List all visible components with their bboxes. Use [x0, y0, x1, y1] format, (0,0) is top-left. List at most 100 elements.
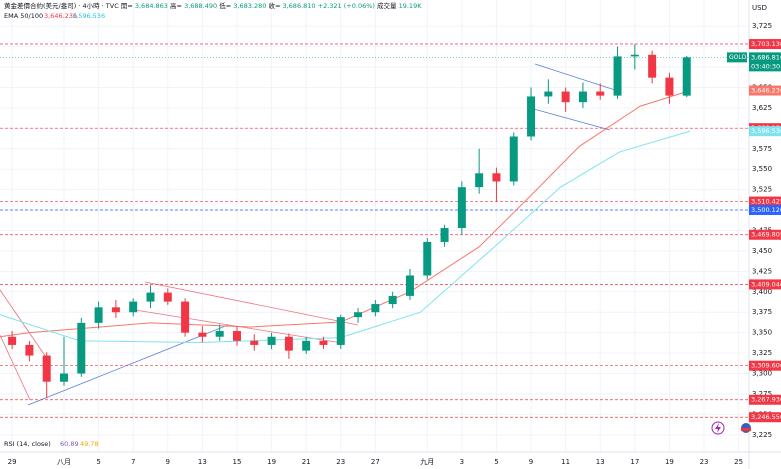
x-tick-label: 九月 [420, 457, 434, 466]
countdown: 03:40:30 [751, 62, 780, 70]
candle-body [284, 336, 293, 351]
x-tick-label: 29 [8, 458, 17, 466]
candle-body [613, 56, 622, 96]
x-tick-label: 八月 [57, 458, 71, 466]
last-price-tag [749, 52, 781, 72]
y-tick-label: 3,625 [752, 104, 772, 112]
price-tag [749, 279, 781, 290]
price-tag [749, 412, 781, 423]
header-part: 黄金差價合約(美元/盎司) · 4小時 · TVC [4, 1, 119, 10]
x-tick-label: 27 [371, 458, 380, 466]
candle-body [8, 336, 17, 345]
trend-line [0, 334, 31, 401]
candle-body [319, 340, 328, 345]
candle-body [354, 312, 363, 318]
candle-body [77, 322, 86, 374]
candle-body [665, 77, 674, 96]
x-tick-label: 21 [302, 458, 311, 466]
candle-body [146, 292, 155, 302]
header-part: 19.19K [399, 2, 423, 10]
price-tag [749, 39, 781, 50]
symbol-tag [727, 52, 747, 63]
candle-body [388, 295, 397, 305]
candle-body [60, 373, 69, 382]
legend: 黄金差價合約(美元/盎司) · 4小時 · TVC 開= 3,684.863 高… [4, 1, 422, 448]
candle-body [509, 136, 518, 182]
candle-body [630, 54, 639, 57]
candle-body [596, 91, 605, 96]
price-tag [749, 360, 781, 371]
last-price-label: 3,686.810 [751, 53, 781, 61]
ema-tag-label: 3,646.236 [751, 87, 781, 95]
y-tick-label: 3,350 [752, 329, 772, 337]
x-tick-label: 11 [561, 458, 570, 466]
header-part: 3,686.810 [282, 2, 315, 10]
price-tag-label: 3,469.805 [751, 231, 781, 239]
candle-body [336, 317, 345, 345]
x-tick-label: 5 [96, 458, 100, 466]
y-tick-label: 3,275 [752, 390, 772, 398]
currency: USD [752, 4, 767, 12]
x-tick-label: 23 [336, 458, 345, 466]
y-tick-label: 3,225 [752, 431, 772, 439]
plot [0, 43, 749, 418]
candle-body [181, 301, 190, 333]
header-part: 開= [121, 2, 133, 10]
candle-body [163, 292, 172, 302]
x-tick-label: 7 [131, 458, 135, 466]
x-tick-label: 15 [233, 458, 242, 466]
x-tick-label: 25 [734, 458, 743, 466]
header-part: 低= [219, 1, 231, 10]
event-icon [715, 423, 721, 433]
x-tick-label: 9 [166, 458, 170, 466]
header-part: +2.321 (+0.06%) [318, 2, 375, 10]
candle-body [492, 173, 501, 182]
candle-body [457, 187, 466, 229]
rsi-value: 49.78 [80, 440, 99, 448]
price-tag [749, 394, 781, 405]
candle-body [129, 301, 138, 313]
header-part: 3,683.280 [233, 2, 266, 10]
candle-body [232, 331, 241, 341]
price-tag [749, 196, 781, 207]
candle-body [682, 57, 691, 96]
candle-body [544, 91, 553, 97]
header-part: 成交量 [377, 1, 397, 10]
price-tag-label: 3,246.550 [751, 413, 781, 421]
price-tag-label: 3,500.120 [751, 206, 781, 214]
candle-body [475, 173, 484, 188]
y-tick-label: 3,375 [752, 308, 772, 316]
x-tick-label: 5 [494, 458, 498, 466]
y-tick-label: 3,300 [752, 370, 772, 378]
x-tick-label: 19 [665, 458, 674, 466]
candle-body [198, 332, 207, 337]
candle-body [94, 307, 103, 323]
trend-line [144, 281, 359, 326]
candle-body [405, 275, 414, 296]
trend-line [534, 63, 616, 91]
price-tag-label: 3,309.600 [751, 362, 781, 370]
ema-line [0, 130, 691, 343]
candle-body [215, 331, 224, 337]
x-tick-label: 13 [596, 458, 605, 466]
indicator-value: 3,596.536 [72, 12, 105, 20]
y-tick-label: 3,450 [752, 247, 772, 255]
y-tick-label: 3,725 [752, 22, 772, 30]
candle-body [561, 91, 570, 103]
price-tag-label: 3,267.930 [751, 396, 781, 404]
header-part: 收= [268, 1, 280, 10]
flag-icon [741, 428, 751, 431]
rsi-value: 60.89 [60, 440, 79, 448]
y-tick-label: 3,525 [752, 186, 772, 194]
price-tag-label: 3,703.130 [751, 40, 781, 48]
price-tag-label: 3,409.040 [751, 280, 781, 288]
y-tick-label: 3,400 [752, 288, 772, 296]
candle-body [302, 340, 311, 351]
price-tag [749, 229, 781, 240]
indicator-name: EMA 50/100 [4, 12, 43, 20]
candle-body [578, 91, 587, 103]
y-tick-label: 3,575 [752, 145, 772, 153]
candle-body [440, 228, 449, 242]
price-tag-label: 3,510.425 [751, 198, 781, 206]
